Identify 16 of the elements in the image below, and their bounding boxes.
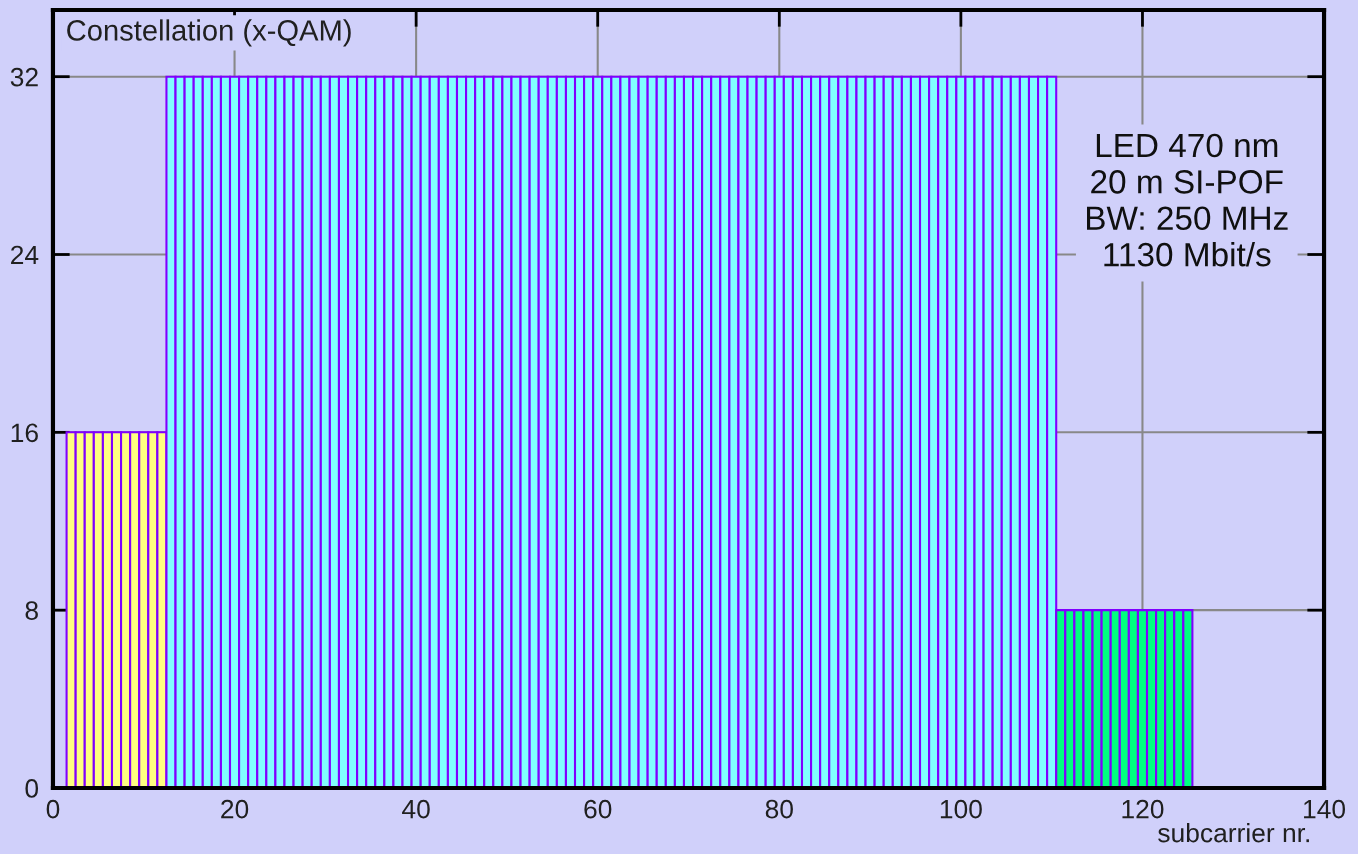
y-tick-label: 0 (25, 779, 39, 798)
x-tick-label: 40 (402, 799, 430, 819)
x-axis-title: subcarrier nr. (1158, 823, 1309, 843)
x-tick-label: 0 (46, 799, 60, 819)
y-tick-label: 32 (10, 67, 38, 87)
annotation: LED 470 nm 20 m SI-POF BW: 250 MHz 1130 Mbit/s (1087, 133, 1288, 267)
x-tick-label: 100 (940, 799, 982, 819)
x-tick-label: 20 (221, 799, 249, 819)
x-tick-label: 120 (1122, 799, 1164, 819)
x-tick-label: 60 (584, 799, 612, 819)
x-tick-label: 80 (765, 799, 793, 819)
x-tick-label: 140 (1304, 799, 1346, 819)
y-tick-label: 24 (11, 245, 39, 265)
y-tick-label: 16 (11, 423, 38, 443)
y-tick-label: 8 (25, 601, 38, 620)
y-axis-title: Constellation (x-QAM) (67, 19, 351, 47)
